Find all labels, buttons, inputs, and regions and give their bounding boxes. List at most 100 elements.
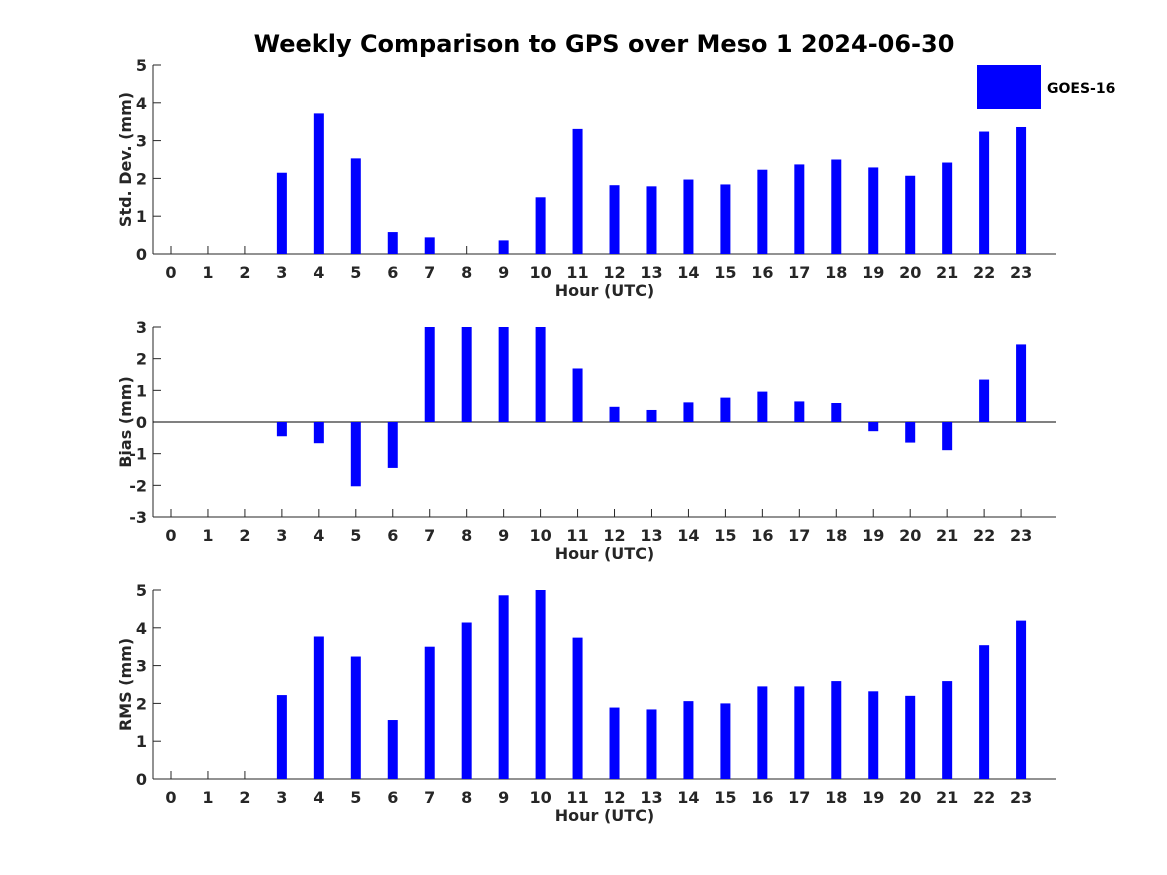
bias-bar-4 — [313, 422, 324, 444]
rms-bar-19 — [868, 691, 879, 779]
std-bar-14 — [683, 179, 694, 254]
bias-bar-7 — [424, 327, 435, 422]
std-xtick-label: 21 — [936, 263, 958, 282]
bias-bar-16 — [757, 391, 768, 422]
std-bar-3 — [276, 172, 287, 254]
bias-bar-9 — [498, 327, 509, 422]
std-ytick-label: 1 — [136, 207, 147, 226]
std-xtick-label: 8 — [461, 263, 472, 282]
rms-bar-11 — [572, 637, 583, 779]
rms-bar-7 — [424, 646, 435, 779]
bias-bar-11 — [572, 368, 583, 422]
bias-xtick-label: 0 — [165, 526, 176, 545]
bias-ytick-label: 1 — [136, 381, 147, 400]
rms-xtick-label: 0 — [165, 788, 176, 807]
std-bar-23 — [1016, 126, 1027, 254]
std-bar-6 — [387, 232, 398, 254]
std-ylabel: Std. Dev. (mm) — [116, 92, 135, 227]
rms-xtick-label: 15 — [714, 788, 736, 807]
rms-bar-5 — [350, 656, 361, 779]
std-bar-7 — [424, 237, 435, 254]
rms-xtick-label: 17 — [788, 788, 810, 807]
std-xtick-label: 9 — [498, 263, 509, 282]
std-xtick-label: 13 — [640, 263, 662, 282]
bias-xtick-label: 1 — [202, 526, 213, 545]
rms-bar-8 — [461, 622, 472, 779]
bias-xtick-label: 13 — [640, 526, 662, 545]
bias-bar-12 — [609, 406, 620, 422]
rms-xtick-label: 2 — [239, 788, 250, 807]
bias-ytick-label: -3 — [129, 508, 147, 527]
bias-xtick-label: 8 — [461, 526, 472, 545]
rms-xtick-label: 8 — [461, 788, 472, 807]
rms-ytick-label: 2 — [136, 694, 147, 713]
bias-bar-3 — [276, 422, 287, 437]
std-xtick-label: 22 — [973, 263, 995, 282]
bias-xtick-label: 18 — [825, 526, 847, 545]
rms-xtick-label: 23 — [1010, 788, 1032, 807]
std-bar-16 — [757, 169, 768, 254]
bias-bar-20 — [905, 422, 916, 443]
bias-ylabel: Bias (mm) — [116, 376, 135, 468]
bias-xtick-label: 14 — [677, 526, 699, 545]
bias-xtick-label: 16 — [751, 526, 773, 545]
rms-xtick-label: 1 — [202, 788, 213, 807]
legend: GOES-16 — [977, 65, 1115, 109]
rms-xtick-label: 22 — [973, 788, 995, 807]
rms-bar-4 — [313, 636, 324, 779]
rms-bar-10 — [535, 590, 546, 779]
bias-ytick-label: 0 — [136, 413, 147, 432]
rms-bar-23 — [1016, 620, 1027, 779]
std-bar-12 — [609, 185, 620, 254]
std-xtick-label: 20 — [899, 263, 921, 282]
std-bar-13 — [646, 186, 657, 254]
rms-xtick-label: 3 — [276, 788, 287, 807]
rms-xtick-label: 12 — [603, 788, 625, 807]
rms-bar-22 — [979, 645, 990, 779]
rms-bar-14 — [683, 701, 694, 779]
bias-xtick-label: 3 — [276, 526, 287, 545]
std-xtick-label: 7 — [424, 263, 435, 282]
std-xtick-label: 3 — [276, 263, 287, 282]
rms-xtick-label: 4 — [313, 788, 324, 807]
rms-ylabel: RMS (mm) — [116, 638, 135, 731]
rms-bar-20 — [905, 695, 916, 779]
std-bar-11 — [572, 128, 583, 254]
rms-xtick-label: 11 — [566, 788, 588, 807]
std-xtick-label: 15 — [714, 263, 736, 282]
rms-ytick-label: 1 — [136, 732, 147, 751]
rms-bar-15 — [720, 703, 731, 779]
rms-ytick-label: 3 — [136, 657, 147, 676]
rms-bar-18 — [831, 681, 842, 779]
bias-xtick-label: 2 — [239, 526, 250, 545]
legend-swatch — [977, 65, 1041, 109]
std-bar-19 — [868, 167, 879, 254]
bias-ytick-label: -2 — [129, 476, 147, 495]
rms-xtick-label: 20 — [899, 788, 921, 807]
std-bar-17 — [794, 164, 805, 254]
rms-bar-17 — [794, 686, 805, 779]
bias-xtick-label: 4 — [313, 526, 324, 545]
bias-bar-8 — [461, 327, 472, 422]
rms-bar-3 — [276, 695, 287, 779]
std-xtick-label: 2 — [239, 263, 250, 282]
rms-xtick-label: 10 — [529, 788, 551, 807]
legend-label: GOES-16 — [1047, 81, 1115, 97]
std-xtick-label: 17 — [788, 263, 810, 282]
std-xtick-label: 14 — [677, 263, 699, 282]
bias-xtick-label: 19 — [862, 526, 884, 545]
bias-bar-13 — [646, 409, 657, 422]
bias-bar-17 — [794, 401, 805, 422]
std-bar-4 — [313, 113, 324, 254]
bias-bar-14 — [683, 402, 694, 422]
std-bar-21 — [942, 162, 953, 254]
bias-xtick-label: 21 — [936, 526, 958, 545]
std-ytick-label: 3 — [136, 132, 147, 151]
rms-xtick-label: 18 — [825, 788, 847, 807]
bias-bar-19 — [868, 422, 879, 432]
std-bar-5 — [350, 158, 361, 254]
rms-ytick-label: 0 — [136, 770, 147, 789]
std-xtick-label: 6 — [387, 263, 398, 282]
